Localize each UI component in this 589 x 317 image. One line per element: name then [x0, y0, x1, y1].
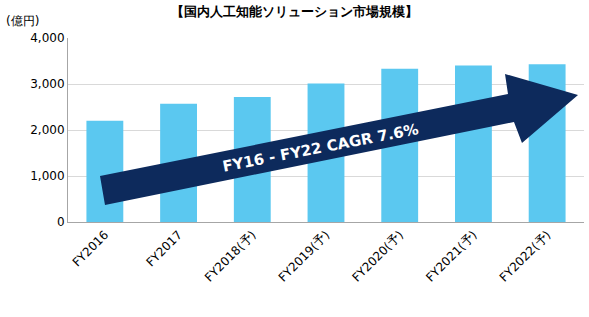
svg-text:FY2019(予): FY2019(予) [276, 228, 333, 285]
svg-text:FY2018(予): FY2018(予) [202, 228, 259, 285]
svg-text:1,000: 1,000 [30, 169, 64, 183]
svg-text:FY2020(予): FY2020(予) [349, 228, 406, 285]
svg-text:3,000: 3,000 [30, 77, 64, 91]
svg-text:FY16 - FY22 CAGR 7.6%: FY16 - FY22 CAGR 7.6% [221, 120, 420, 176]
svg-text:2,000: 2,000 [30, 123, 64, 137]
svg-text:FY2022(予): FY2022(予) [497, 228, 554, 285]
svg-text:4,000: 4,000 [30, 31, 64, 45]
svg-text:FY2017: FY2017 [143, 228, 185, 270]
svg-text:(億円): (億円) [6, 14, 39, 28]
svg-text:FY2021(予): FY2021(予) [423, 228, 480, 285]
svg-text:0: 0 [57, 215, 65, 229]
svg-text:FY2016: FY2016 [70, 228, 112, 270]
svg-text:【国内人工知能ソリューション市場規模】: 【国内人工知能ソリューション市場規模】 [171, 4, 418, 19]
